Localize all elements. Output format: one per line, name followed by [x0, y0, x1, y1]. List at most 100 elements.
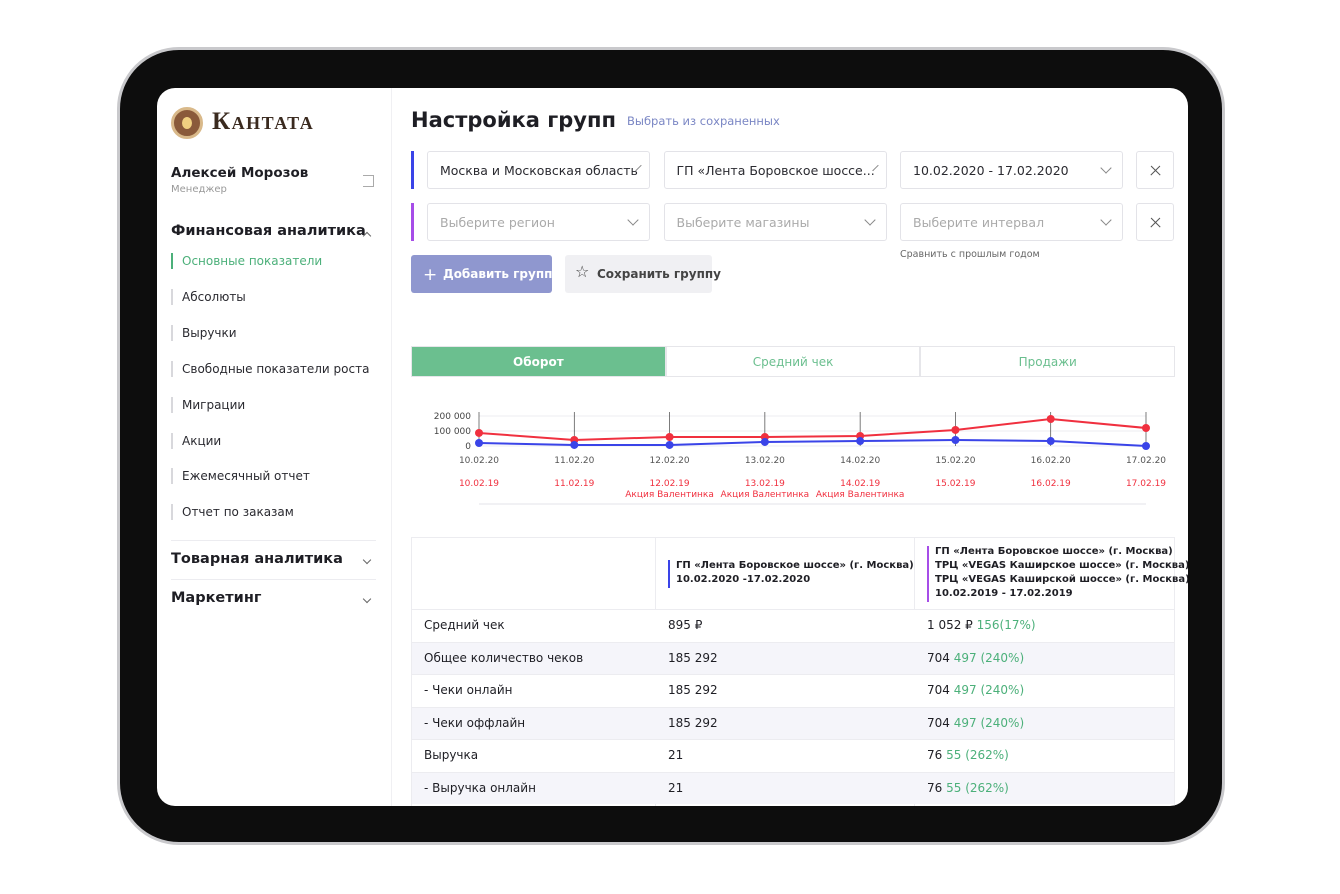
- series-line: [478, 417, 1147, 442]
- nav-item[interactable]: Основные показатели: [182, 254, 323, 268]
- section-title[interactable]: Финансовая аналитика: [171, 223, 366, 239]
- saved-link[interactable]: Выбрать из сохраненных: [627, 114, 780, 128]
- select-region[interactable]: Выберите регион: [427, 203, 650, 241]
- compare-date: 13.02.19: [745, 479, 785, 489]
- change-value: 497 (240%): [953, 715, 1025, 730]
- group2-value: 704: [927, 715, 950, 730]
- compare-date: 11.02.19: [554, 479, 594, 489]
- nav-marker: [171, 253, 173, 269]
- column-header-line: 10.02.2020 -17.02.2020: [676, 573, 811, 585]
- event-label: Акция Валентинка: [625, 490, 714, 500]
- data-point: [1046, 415, 1055, 423]
- data-table: ГП «Лента Боровское шоссе» (г. Москва) 10…: [411, 537, 1188, 806]
- screen: Кантата Алексей Морозов Менеджер Финансовая…: [157, 88, 1188, 806]
- tab-label: Средний чек: [752, 354, 834, 369]
- select-chevron: [627, 214, 639, 226]
- data-point: [475, 428, 483, 437]
- x-tick-label: 16.02.20: [1031, 456, 1071, 466]
- column-header-line: ГП «Лента Боровское шоссе» (г. Москва): [935, 545, 1173, 557]
- nav-item[interactable]: Выручки: [182, 325, 237, 340]
- compare-date: 16.02.19: [1031, 479, 1071, 489]
- group1-value: 895 ₽: [668, 618, 703, 632]
- nav-item[interactable]: Свободные показатели роста: [182, 361, 370, 376]
- group-note: Сравнить с прошлым годом: [900, 249, 1040, 260]
- nav-item[interactable]: Абсолюты: [182, 289, 246, 304]
- nav-item[interactable]: Отчет по заказам: [182, 505, 294, 520]
- compare-date: 14.02.19: [840, 479, 880, 489]
- select-chevron: [863, 214, 876, 226]
- save-group-button[interactable]: ☆ Сохранить группу: [565, 255, 721, 293]
- nav-item[interactable]: Ежемесячный отчет: [182, 469, 310, 484]
- logo-dot: [182, 117, 192, 129]
- y-tick-label: 0: [465, 442, 471, 452]
- change-value: 55 (262%): [946, 780, 1009, 795]
- tab[interactable]: Оборот: [411, 346, 666, 377]
- select-text: Москва и Московская область: [440, 162, 638, 178]
- y-tick-label: 200 000: [434, 412, 471, 422]
- group1-value: 185 292: [668, 650, 718, 665]
- data-point: [760, 437, 769, 446]
- data-point: [570, 440, 579, 449]
- x-tick-label: 17.02.20: [1126, 456, 1166, 466]
- x-tick-label: 11.02.20: [554, 456, 594, 466]
- row-label: Выручка: [424, 748, 479, 762]
- data-point: [665, 433, 674, 441]
- section-divider: [171, 540, 376, 541]
- group2-cell: 76 55 (262%): [927, 781, 1009, 795]
- tab-label: Оборот: [513, 354, 564, 369]
- add-group-button[interactable]: + Добавить группу: [411, 255, 560, 293]
- group2-cell: 704 497 (240%): [927, 683, 1024, 697]
- tab[interactable]: Продажи: [920, 346, 1176, 377]
- compare-date: 17.02.19: [1126, 479, 1166, 489]
- x-tick-label: 13.02.20: [745, 456, 785, 466]
- section-title[interactable]: Маркетинг: [171, 590, 262, 606]
- column-color-bar: [927, 545, 929, 602]
- logout-button[interactable]: [363, 175, 374, 187]
- section-divider: [171, 579, 376, 580]
- row-label: Общее количество чеков: [424, 650, 584, 665]
- remove-group-button[interactable]: [1136, 151, 1174, 189]
- select-region[interactable]: Москва и Московская область: [427, 151, 650, 189]
- tab[interactable]: Средний чек: [665, 346, 921, 377]
- data-point: [475, 439, 483, 447]
- change-value: 156(17%): [976, 618, 1036, 632]
- nav-marker: [171, 396, 173, 413]
- group-color-bar: [411, 151, 414, 189]
- section-title[interactable]: Товарная аналитика: [171, 551, 343, 567]
- nav-item[interactable]: Акции: [182, 433, 222, 448]
- table-row: - Чеки оффлайн 185 292 704 497 (240%): [412, 706, 1174, 739]
- select-store[interactable]: ГП «Лента Боровское шоссе...: [663, 151, 887, 189]
- data-point: [1142, 424, 1150, 432]
- change-value: 497 (240%): [953, 650, 1025, 665]
- table-row: - Выручка онлайн 21 76 55 (262%): [412, 771, 1174, 804]
- select-interval[interactable]: Выберите интервал: [900, 203, 1123, 241]
- nav-item[interactable]: Миграции: [182, 397, 246, 412]
- change-value: 55 (262%): [946, 748, 1009, 762]
- group2-cell: 704 497 (240%): [927, 651, 1024, 665]
- select-interval[interactable]: 10.02.2020 - 17.02.2020: [900, 151, 1123, 189]
- column-header-line: 10.02.2019 - 17.02.2019: [935, 587, 1073, 599]
- nav-marker: [171, 324, 173, 341]
- group2-cell: 1 052 ₽ 156(17%): [927, 618, 1036, 632]
- x-tick-label: 14.02.20: [840, 456, 880, 466]
- add-group-label: Добавить группу: [443, 267, 561, 281]
- change-value: 497 (240%): [953, 683, 1025, 697]
- group2-value: 704: [927, 683, 950, 697]
- select-store[interactable]: Выберите магазины: [663, 203, 887, 241]
- row-label: - Выручка онлайн: [424, 780, 536, 795]
- series-line: [478, 438, 1147, 447]
- nav-marker: [171, 432, 173, 449]
- remove-group-button[interactable]: [1136, 203, 1174, 241]
- select-chevron: [1100, 162, 1112, 174]
- nav-marker: [171, 468, 173, 485]
- row-label: - Чеки оффлайн: [424, 715, 526, 730]
- compare-date: 10.02.19: [459, 479, 499, 489]
- group2-cell: 704 497 (240%): [927, 716, 1024, 730]
- group1-value: 21: [668, 748, 684, 762]
- table-row: Общее количество чеков 185 292 704 497 (24…: [412, 641, 1174, 674]
- nav-marker: [171, 360, 173, 377]
- select-text: 10.02.2020 - 17.02.2020: [913, 162, 1069, 178]
- select-text: Выберите интервал: [913, 214, 1045, 230]
- logo-icon: [171, 107, 203, 139]
- data-point: [951, 436, 960, 444]
